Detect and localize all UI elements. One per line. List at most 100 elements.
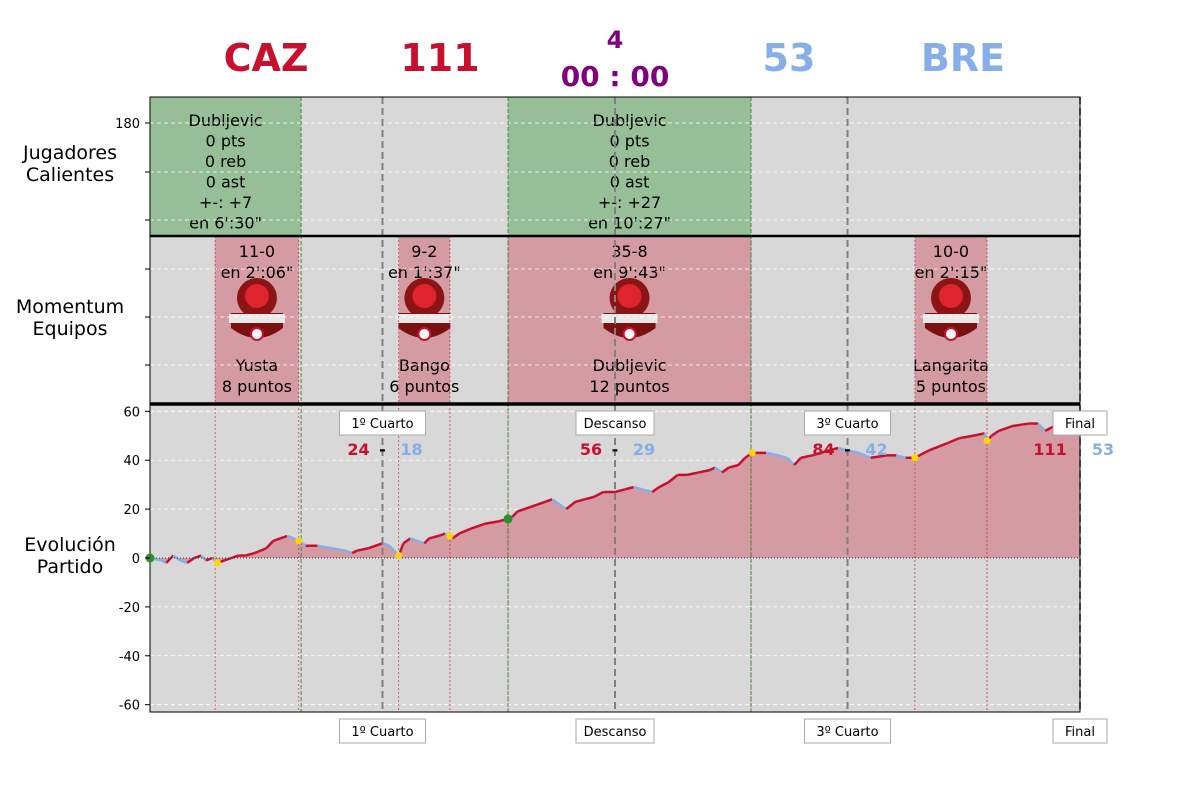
score-diff-segment <box>254 547 267 555</box>
score-diff-segment <box>793 456 802 466</box>
partial-score-away: 29 <box>633 440 655 459</box>
score-diff-segment <box>428 534 439 540</box>
y-tick-label: 40 <box>123 454 140 469</box>
game-clock: 00 : 00 <box>560 60 670 93</box>
score-diff-segment <box>530 500 546 508</box>
score-diff-segment <box>161 559 167 564</box>
score-diff-segment <box>565 500 577 511</box>
run-marker <box>503 514 513 524</box>
score-diff-segment <box>317 544 332 550</box>
score-diff-segment <box>458 527 472 535</box>
score-diff-segment <box>423 537 430 545</box>
score-diff-segment <box>667 473 679 484</box>
period-number: 4 <box>606 26 624 54</box>
score-diff-segment <box>279 534 288 540</box>
run-marker <box>213 559 221 567</box>
home-team-name: CAZ <box>223 36 309 80</box>
score-diff-segment <box>1012 422 1030 428</box>
score-diff-segment <box>837 446 848 452</box>
team-logo-icon <box>601 278 658 341</box>
score-diff-segment <box>186 556 195 564</box>
score-diff-segment <box>172 554 181 562</box>
partial-score-home: 56 <box>580 440 602 459</box>
score-diff-segment <box>765 451 779 457</box>
run-marker <box>911 454 919 462</box>
score-diff-segment <box>575 498 586 503</box>
evolution-row-label: Evolución Partido <box>24 534 116 578</box>
score-diff-segment <box>800 454 813 460</box>
quarter-label-top: Final <box>1065 417 1095 432</box>
score-diff-segment <box>896 454 906 459</box>
score-diff-segment <box>1037 422 1047 432</box>
partial-score-dash: - <box>379 440 386 459</box>
quarter-label-bottom: Descanso <box>584 725 647 740</box>
score-diff-segment <box>272 537 281 543</box>
score-diff-segment <box>544 498 553 503</box>
score-diff-segment <box>230 554 239 560</box>
score-diff-segment <box>584 495 595 501</box>
momentum-player-text: Dubljevic 12 puntos <box>589 356 669 396</box>
away-score: 53 <box>762 36 816 80</box>
score-diff-segment <box>698 468 711 474</box>
partial-score-home: 84 <box>812 440 834 459</box>
score-diff-segment <box>728 463 739 469</box>
score-diff-segment <box>737 456 747 466</box>
score-diff-segment <box>356 546 369 552</box>
momentum-run-text: 10-0 en 2':15" <box>915 242 988 282</box>
partial-score-away: 18 <box>400 440 422 459</box>
quarter-label-top: 3º Cuarto <box>816 417 878 432</box>
momentum-player-text: Langarita 5 puntos <box>913 356 989 396</box>
score-diff-segment <box>331 546 346 552</box>
quarter-label-bottom-box <box>804 718 891 744</box>
quarter-label-bottom: Final <box>1065 725 1095 740</box>
score-diff-segment <box>721 466 730 474</box>
score-diff-segment <box>870 454 888 460</box>
score-diff-segment <box>623 485 634 491</box>
y-tick-label: -20 <box>119 601 140 616</box>
score-diff-segment <box>200 554 207 562</box>
quarter-label-top: Descanso <box>584 417 647 432</box>
partial-score-dash: - <box>844 440 851 459</box>
score-diff-segment <box>642 488 653 494</box>
score-diff-segment <box>265 540 275 550</box>
score-diff-segment <box>958 434 974 440</box>
momentum-row-label: Momentum Equipos <box>15 296 125 340</box>
score-diff-segment <box>416 539 425 545</box>
score-diff-segment <box>437 532 446 538</box>
team-logo-icon <box>922 278 979 341</box>
y-tick-label: 180 <box>115 117 140 132</box>
score-diff-segment <box>179 559 188 565</box>
score-diff-segment <box>990 429 1000 437</box>
quarter-label-bottom: 1º Cuarto <box>351 725 413 740</box>
hot-player-text: Dubljevic 0 pts 0 reb 0 ast +-: +7 en 6':30" <box>189 111 263 233</box>
score-diff-segment <box>651 486 660 494</box>
score-diff-segment <box>593 490 604 498</box>
partial-score-home: 111 <box>1033 440 1066 459</box>
run-marker <box>395 552 403 560</box>
quarter-label-top-box <box>1052 410 1108 436</box>
y-tick-label: -60 <box>119 699 140 714</box>
score-diff-segment <box>451 532 460 540</box>
quarter-label-bottom: 3º Cuarto <box>816 725 878 740</box>
score-diff-segment <box>484 520 499 526</box>
quarter-label-top-box <box>575 410 655 436</box>
score-diff-segment <box>812 449 830 457</box>
run-marker <box>446 532 454 540</box>
run-marker <box>983 437 991 445</box>
score-diff-segment <box>972 432 985 438</box>
score-diff-segment <box>516 505 532 513</box>
score-diff-segment <box>946 437 960 445</box>
hot-player-text: Dubljevic 0 pts 0 reb 0 ast +-: +27 en 10':27… <box>588 111 671 233</box>
score-diff-segment <box>998 424 1013 433</box>
hot-players-row-label: Jugadores Calientes <box>22 142 118 186</box>
score-diff-segment <box>511 510 519 518</box>
score-diff-segment <box>165 554 175 564</box>
score-diff-segment <box>470 522 486 530</box>
hot-player-panel <box>508 97 752 236</box>
score-diff-segment <box>551 498 560 506</box>
quarter-label-top-box <box>339 410 426 436</box>
score-diff-segment <box>344 549 353 555</box>
score-diff-segment <box>558 503 567 511</box>
score-diff-segment <box>409 537 418 543</box>
